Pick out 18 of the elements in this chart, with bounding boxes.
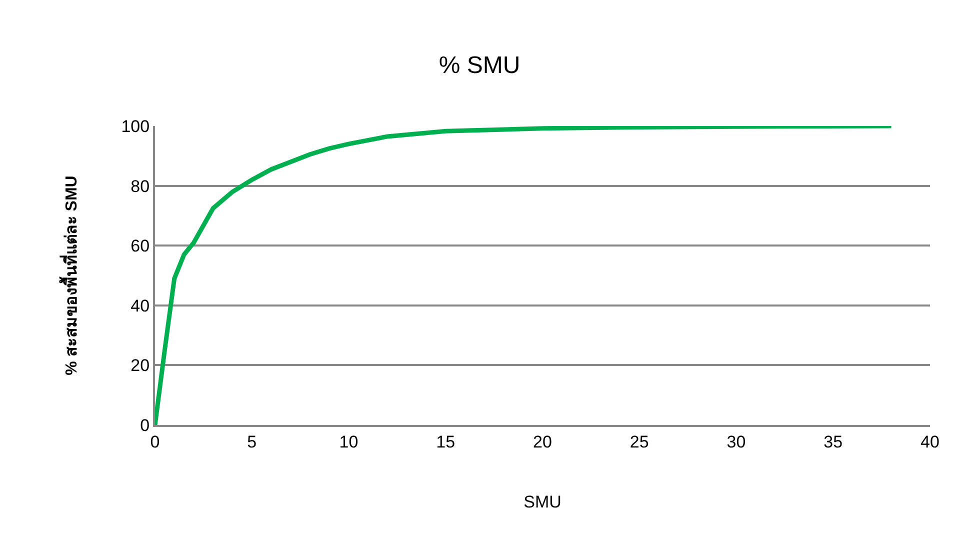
y-tick-label: 80 [130, 176, 150, 196]
x-tick-label: 25 [630, 432, 649, 452]
x-tick-label: 10 [339, 432, 358, 452]
x-tick-label: 5 [247, 432, 257, 452]
x-tick-label: 35 [824, 432, 843, 452]
y-tick-label: 0 [140, 416, 150, 435]
y-tick-label: 100 [121, 116, 150, 136]
x-tick-label: 20 [533, 432, 552, 452]
x-tick-label: 15 [436, 432, 456, 452]
x-tick-label: 40 [920, 432, 940, 452]
y-axis-title: % สะสมของพื้นที่แต่ละ SMU [58, 176, 81, 376]
chart-title: % SMU [438, 52, 520, 79]
y-tick-label: 40 [130, 296, 150, 316]
x-axis-title: SMU [524, 492, 562, 512]
line-series [155, 126, 894, 425]
y-tick-label: 60 [130, 236, 150, 256]
x-tick-label: 30 [726, 432, 746, 452]
y-tick-label: 20 [130, 356, 150, 376]
